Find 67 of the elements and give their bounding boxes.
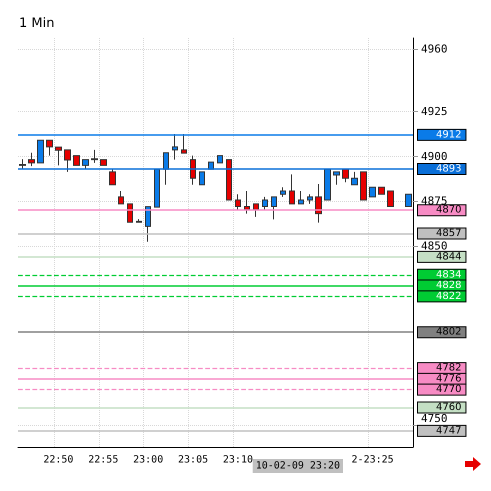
text: 10-02-09 23:20 [256,460,340,472]
candlestick [387,190,394,207]
x-tick-label: 22:50 [43,454,74,466]
candlestick [289,174,295,204]
candlestick [199,171,205,186]
candlestick [324,168,331,200]
y-tick-label: 4925 [421,105,448,118]
x-tick-label: 22:55 [88,454,118,466]
candlestick [154,168,160,208]
x-tick-label: 23:05 [178,454,208,466]
candlestick [163,152,169,186]
ref-line-label: 4844 [436,251,462,262]
candlestick [253,203,259,218]
chart-title: 1 Min [19,16,54,31]
candlestick [315,184,322,224]
candlestick [271,196,277,220]
ref-line-label: 4782 [436,362,462,374]
y-tick-label: 4900 [421,150,448,163]
candlestick [91,149,98,164]
candlestick [226,159,232,200]
candlestick [405,194,412,207]
candlestick [82,159,89,170]
candlestick [360,171,367,200]
candlestick [351,171,358,186]
candlestick [19,158,26,170]
x-tick-label: 2-23:25 [352,454,394,466]
ref-line-label: 4776 [436,373,462,384]
candlestick [235,194,241,210]
candlestick [37,140,44,164]
ref-line-label: 4802 [436,326,462,338]
candlestick [307,194,313,204]
y-tick-label: 4960 [421,42,448,56]
candlestick [333,171,340,186]
candlestick [244,190,250,214]
candlestick [127,203,133,223]
candlestick [145,206,151,242]
ref-line-label: 4747 [436,425,462,436]
ref-line-label: 4834 [436,269,462,280]
ref-line-label: 4770 [436,384,462,396]
candlestick [280,186,286,198]
candlestick [342,168,349,183]
candlestick [181,133,187,154]
ref-line-label: 4857 [436,228,462,240]
candlestick [136,218,142,223]
ref-line-label: 4893 [436,163,462,174]
candlestick [46,140,53,156]
candlestick [217,155,223,164]
candlestick [100,159,107,166]
y-tick-label: 4850 [421,240,448,253]
ref-line-label: 4828 [436,280,462,292]
candlestick [55,146,62,166]
x-tick-label: 23:00 [133,454,164,466]
candlestick [298,190,304,204]
ref-line-label: 4912 [436,129,462,140]
candlestick [73,155,80,166]
candlestick [378,186,385,195]
candlestick [28,152,35,167]
ref-line-label: 4760 [436,402,462,414]
ref-line-label: 4822 [436,290,462,302]
x-tick-label: 23:10 [222,454,253,466]
candlestick [109,168,116,186]
candlestick [190,155,196,186]
candlestick [118,190,124,204]
candlestick [64,149,71,172]
y-tick-label: 4750 [421,412,448,425]
candlestick [262,196,268,210]
candlestick [369,186,376,198]
